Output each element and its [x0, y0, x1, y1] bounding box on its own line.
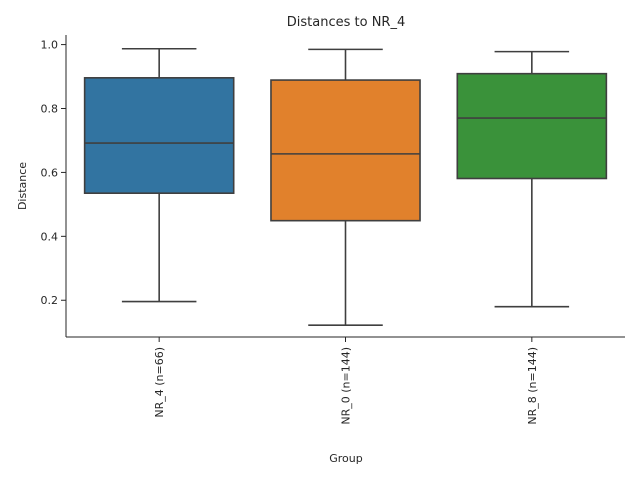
y-tick-label: 0.2	[41, 294, 59, 307]
x-tick-label: NR_8 (n=144)	[526, 347, 539, 425]
iqr-box	[270, 79, 421, 222]
y-tick-label: 1.0	[41, 39, 59, 52]
box-group	[456, 50, 608, 308]
iqr-box	[456, 72, 608, 180]
y-axis-label: Distance	[16, 162, 29, 210]
iqr-box	[83, 77, 235, 194]
x-ticks: NR_4 (n=66) NR_0 (n=144) NR_8 (n=144)	[153, 337, 539, 425]
x-tick-label: NR_0 (n=144)	[340, 347, 353, 425]
x-tick-label: NR_4 (n=66)	[153, 347, 166, 418]
y-tick-label: 0.6	[41, 166, 59, 179]
y-ticks: 0.2 0.4 0.6 0.8 1.0	[41, 39, 66, 307]
boxes	[83, 47, 608, 326]
box-group	[270, 48, 421, 326]
box-group	[83, 47, 235, 303]
y-tick-label: 0.4	[41, 230, 59, 243]
chart-title: Distances to NR_4	[287, 15, 405, 30]
x-axis-label: Group	[329, 452, 363, 465]
y-tick-label: 0.8	[41, 103, 59, 116]
